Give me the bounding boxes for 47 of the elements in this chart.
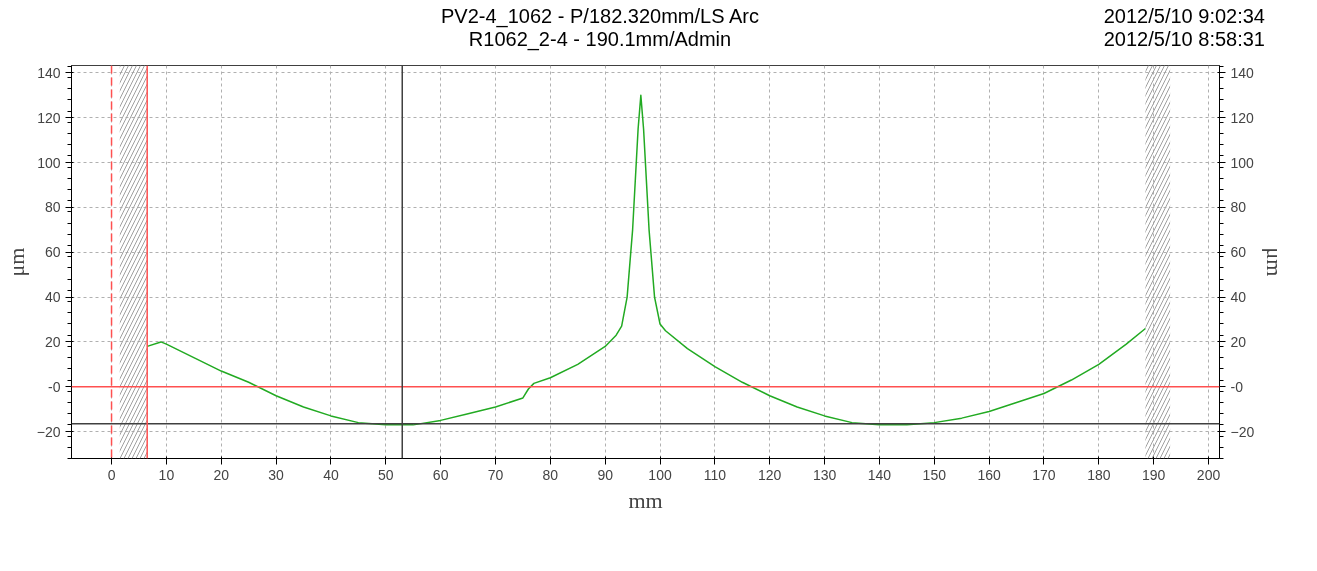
- x-tick-label: 180: [1087, 466, 1111, 483]
- y-tick-label: 40: [44, 289, 61, 306]
- y2-tick-label: 60: [1230, 244, 1247, 261]
- y2-tick-label: 120: [1230, 109, 1255, 126]
- x-tick-label: 110: [703, 466, 727, 483]
- y-tick-label: 140: [37, 64, 61, 81]
- y2-tick-label: 40: [1230, 289, 1247, 306]
- x-tick-label: 160: [977, 466, 1002, 483]
- x-tick-label: 200: [1196, 466, 1221, 483]
- y-tick-label: 20: [44, 333, 61, 350]
- chart-title: PV2-4_1062 - P/182.320mm/LS Arc: [441, 5, 759, 27]
- x-tick-label: 90: [597, 466, 614, 483]
- x-tick-label: 30: [268, 466, 285, 483]
- x-tick-label: 20: [213, 466, 230, 483]
- x-tick-label: 120: [758, 466, 782, 483]
- x-tick-label: 40: [323, 466, 339, 483]
- y2-tick-label: 140: [1230, 64, 1255, 81]
- x-tick-label: 0: [107, 466, 116, 483]
- x-tick-label: 130: [812, 466, 837, 483]
- x-tick-label: 190: [1142, 466, 1166, 483]
- y2-tick-label: 80: [1230, 199, 1247, 216]
- x-axis-title: mm: [628, 487, 663, 513]
- y2-tick-label: −20: [1230, 423, 1255, 440]
- text: 2012/5/10 8:58:31: [1103, 28, 1265, 50]
- chart-subtitle: R1062_2-4 - 190.1mm/Admin: [468, 28, 732, 50]
- y-tick-label: 60: [44, 244, 61, 261]
- y-tick-label: 120: [37, 109, 61, 126]
- y-tick-label: -0: [48, 378, 61, 395]
- x-tick-label: 60: [432, 466, 449, 483]
- x-tick-label: 80: [542, 466, 559, 483]
- y2-tick-label: 20: [1230, 333, 1247, 350]
- y-tick-label: −20: [36, 423, 61, 440]
- x-tick-label: 70: [487, 466, 504, 483]
- x-tick-label: 140: [867, 466, 892, 483]
- x-tick-label: 150: [922, 466, 947, 483]
- y-tick-label: 100: [37, 154, 61, 171]
- y2-axis-title: μm: [1262, 247, 1288, 277]
- y2-tick-label: 100: [1230, 154, 1255, 171]
- x-tick-label: 10: [158, 466, 175, 483]
- x-tick-label: 170: [1032, 466, 1056, 483]
- y-axis-title: μm: [3, 247, 29, 277]
- y2-tick-label: -0: [1230, 378, 1244, 395]
- x-tick-label: 50: [378, 466, 394, 483]
- text: 2012/5/10 9:02:34: [1103, 5, 1265, 27]
- y-tick-label: 80: [44, 199, 61, 216]
- x-tick-label: 100: [648, 466, 672, 483]
- line-series: [146, 94, 1147, 426]
